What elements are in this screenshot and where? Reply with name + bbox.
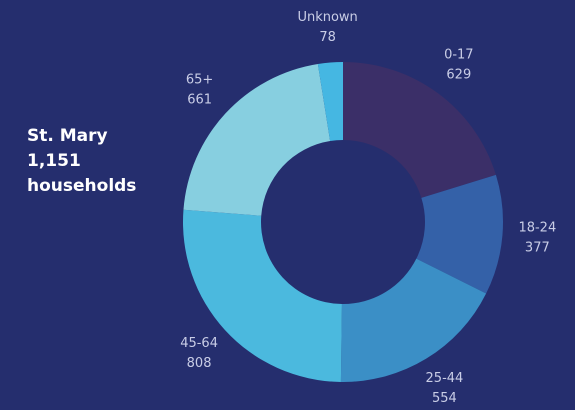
donut-segment: [340, 258, 487, 382]
donut-segment: [343, 62, 496, 198]
segment-value: 554: [432, 391, 457, 406]
segment-name: Unknown: [297, 10, 357, 25]
chart-title: St. Mary: [27, 126, 108, 146]
segment-name: 18-24: [518, 221, 556, 236]
segment-value: 661: [187, 92, 212, 107]
segment-name: 65+: [186, 72, 213, 87]
donut-segment: [183, 209, 342, 382]
donut-segment: [416, 174, 504, 294]
donut-segment: [183, 63, 331, 216]
donut-segment: [317, 62, 343, 142]
segment-name: 0-17: [444, 48, 474, 63]
segment-value: 78: [319, 30, 336, 45]
segment-value: 808: [187, 356, 212, 371]
segment-value: 629: [446, 68, 471, 83]
total-label: 1,151: [27, 151, 81, 171]
total-unit: households: [27, 176, 136, 196]
segment-name: 45-64: [180, 336, 218, 351]
segment-value: 377: [525, 241, 550, 256]
segment-name: 25-44: [426, 371, 464, 386]
